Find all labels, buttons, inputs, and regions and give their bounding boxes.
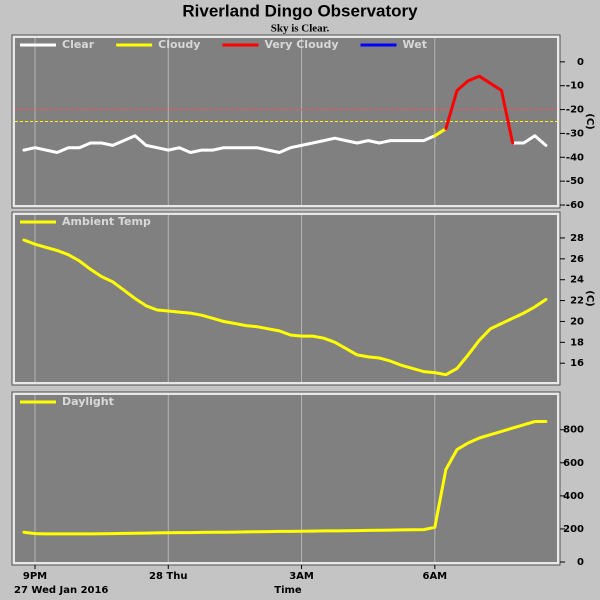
series-line	[433, 127, 448, 138]
date-label: 27 Wed Jan 2016	[14, 585, 108, 596]
x-tick-label: 28 Thu	[149, 571, 187, 582]
y-tick-label: -60	[566, 200, 584, 211]
y-tick-label: -30	[566, 128, 584, 139]
y-tick-label: -20	[566, 105, 584, 116]
y-tick-label: 400	[563, 491, 584, 502]
x-tick-label: 9PM	[23, 571, 47, 582]
y-tick-label: 20	[570, 316, 584, 327]
y-tick-label: 0	[577, 557, 584, 568]
plot-area	[15, 215, 557, 382]
y-tick-label: 200	[563, 524, 584, 535]
series-line	[444, 74, 515, 145]
y-axis-label: (C)	[584, 113, 595, 129]
plot-area	[15, 395, 557, 562]
x-axis-label: Time	[274, 585, 302, 596]
y-tick-label: 18	[570, 337, 584, 348]
legend-label: Clear	[62, 38, 95, 51]
legend-label: Daylight	[62, 395, 114, 408]
y-tick-label: 28	[570, 233, 584, 244]
y-tick-label: -10	[566, 81, 584, 92]
x-tick-label: 3AM	[289, 571, 314, 582]
y-tick-label: 0	[577, 57, 584, 68]
y-tick-label: -50	[566, 176, 584, 187]
y-axis-label: (C)	[584, 290, 595, 306]
series-line	[22, 238, 548, 377]
legend-label: Ambient Temp	[62, 215, 151, 228]
series-line	[22, 420, 548, 536]
y-tick-label: -40	[566, 152, 584, 163]
y-tick-label: 16	[570, 358, 584, 369]
series-line	[22, 134, 548, 154]
legend-label: Cloudy	[158, 38, 200, 51]
y-tick-label: 22	[570, 296, 584, 307]
title: Riverland Dingo Observatory	[182, 1, 418, 20]
y-tick-label: 600	[563, 458, 584, 469]
y-tick-label: 24	[570, 275, 584, 286]
subtitle: Sky is Clear.	[271, 23, 330, 35]
y-tick-label: 26	[570, 254, 584, 265]
y-tick-label: 800	[563, 425, 584, 436]
x-tick-label: 6AM	[422, 571, 447, 582]
legend-label: Very Cloudy	[264, 38, 338, 51]
legend-label: Wet	[403, 38, 427, 51]
